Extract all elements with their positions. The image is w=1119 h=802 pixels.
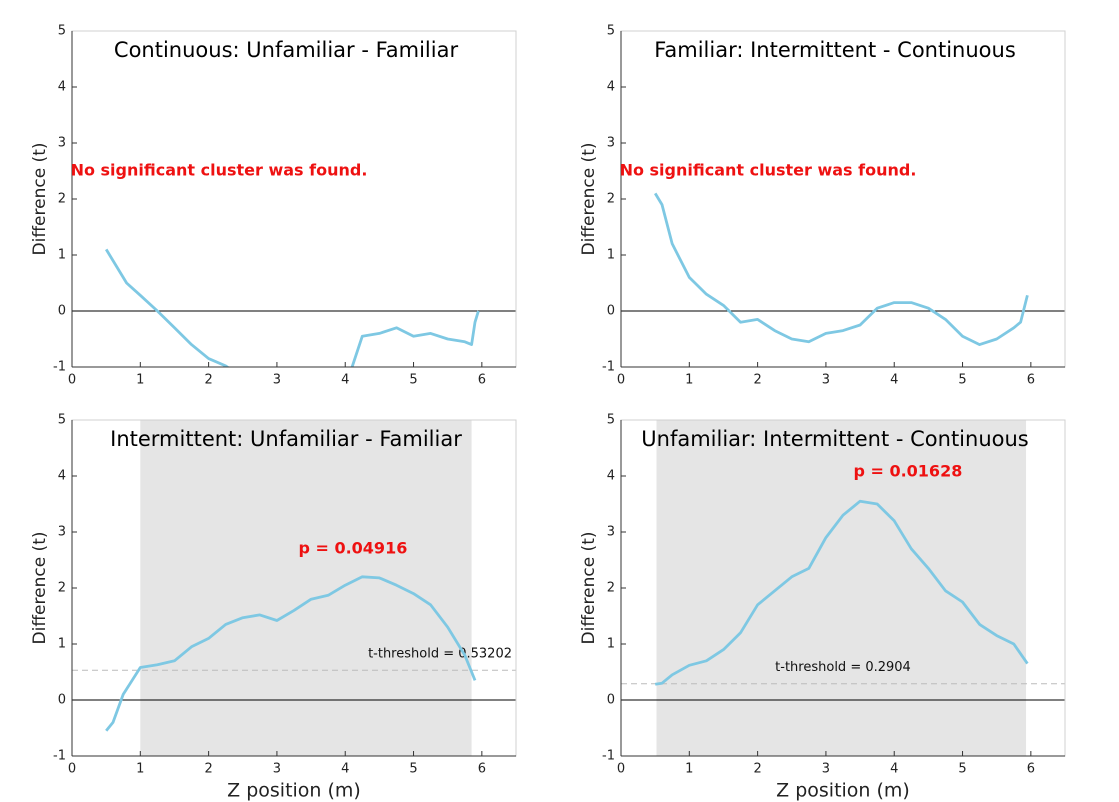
axes-bg: [621, 31, 1065, 367]
x-tick-label: 3: [273, 373, 281, 388]
y-tick-label: 0: [58, 304, 66, 319]
x-tick-label: 6: [1027, 762, 1035, 777]
x-tick-label: 3: [273, 762, 281, 777]
x-tick-label: 3: [822, 373, 830, 388]
data-line: [654, 499, 1029, 686]
y-tick-label: -1: [53, 360, 66, 375]
x-tick-label: 2: [753, 373, 761, 388]
x-tick-label: 3: [822, 762, 830, 777]
data-line: [654, 192, 1029, 346]
y-tick-label: 5: [607, 413, 615, 428]
y-tick-label: 2: [607, 581, 615, 596]
x-tick-label: 4: [341, 762, 349, 777]
y-tick-label: -1: [602, 749, 615, 764]
y-tick-label: 2: [58, 581, 66, 596]
x-tick-label: 4: [890, 762, 898, 777]
x-tick-label: 2: [204, 762, 212, 777]
y-tick-label: -1: [53, 749, 66, 764]
y-tick-label: 4: [58, 469, 66, 484]
x-tick-label: 5: [409, 373, 417, 388]
annotation: No significant cluster was found.: [620, 161, 917, 180]
y-tick-label: 3: [607, 136, 615, 151]
y-tick-label: 5: [58, 413, 66, 428]
x-tick-label: 1: [136, 373, 144, 388]
chart-title: Familiar: Intermittent - Continuous: [654, 38, 1016, 62]
x-tick-label: 0: [68, 762, 76, 777]
x-tick-label: 4: [341, 373, 349, 388]
y-tick-label: -1: [602, 360, 615, 375]
x-tick-label: 5: [958, 762, 966, 777]
y-tick-label: 4: [607, 469, 615, 484]
y-axis-label: Difference (t): [30, 532, 50, 645]
y-tick-label: 0: [58, 693, 66, 708]
annotation: p = 0.04916: [298, 538, 407, 557]
data-line: [105, 575, 477, 732]
chart-title: Continuous: Unfamiliar - Familiar: [114, 38, 459, 62]
y-tick-label: 2: [58, 192, 66, 207]
y-tick-label: 5: [607, 24, 615, 39]
x-tick-label: 5: [958, 373, 966, 388]
chart-title: Unfamiliar: Intermittent - Continuous: [641, 427, 1028, 451]
x-tick-label: 6: [1027, 373, 1035, 388]
data-line: [105, 248, 480, 367]
y-tick-label: 0: [607, 304, 615, 319]
x-tick-label: 5: [409, 762, 417, 777]
x-tick-label: 4: [890, 373, 898, 388]
y-tick-label: 0: [607, 693, 615, 708]
y-axis-label: Difference (t): [579, 143, 599, 256]
annotation: No significant cluster was found.: [71, 161, 368, 180]
y-tick-label: 1: [607, 637, 615, 652]
y-tick-label: 4: [607, 80, 615, 95]
threshold-label: t-threshold = 0.2904: [775, 660, 911, 675]
y-tick-label: 3: [58, 525, 66, 540]
x-tick-label: 1: [685, 762, 693, 777]
y-tick-label: 3: [58, 136, 66, 151]
y-axis-label: Difference (t): [30, 143, 50, 256]
x-tick-label: 0: [68, 373, 76, 388]
y-tick-label: 4: [58, 80, 66, 95]
cluster-region: [656, 420, 1027, 756]
chart-title: Intermittent: Unfamiliar - Familiar: [110, 427, 462, 451]
x-tick-label: 2: [753, 762, 761, 777]
y-tick-label: 3: [607, 525, 615, 540]
x-tick-label: 1: [685, 373, 693, 388]
x-tick-label: 0: [617, 373, 625, 388]
y-axis-label: Difference (t): [579, 532, 599, 645]
annotation: p = 0.01628: [853, 462, 962, 481]
x-axis-label: Z position (m): [776, 780, 910, 802]
x-tick-label: 0: [617, 762, 625, 777]
x-axis-label: Z position (m): [227, 780, 361, 802]
axes-bg: [72, 31, 516, 367]
y-tick-label: 1: [58, 248, 66, 263]
x-tick-label: 2: [204, 373, 212, 388]
y-tick-label: 5: [58, 24, 66, 39]
x-tick-label: 1: [136, 762, 144, 777]
x-tick-label: 6: [478, 373, 486, 388]
y-tick-label: 1: [607, 248, 615, 263]
threshold-label: t-threshold = 0.53202: [368, 647, 512, 662]
y-tick-label: 2: [607, 192, 615, 207]
x-tick-label: 6: [478, 762, 486, 777]
y-tick-label: 1: [58, 637, 66, 652]
cluster-region: [140, 420, 472, 756]
